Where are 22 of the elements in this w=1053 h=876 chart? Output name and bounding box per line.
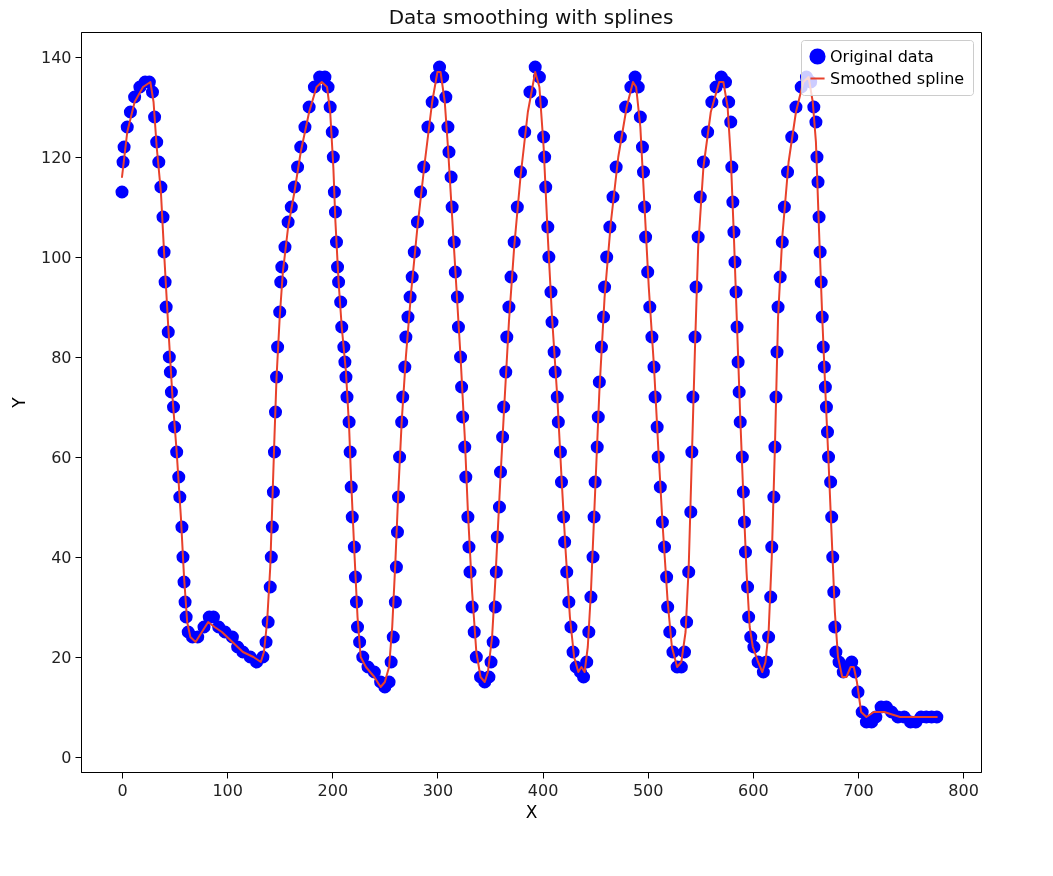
x-tick-label: 0: [117, 780, 128, 800]
legend-label: Smoothed spline: [830, 68, 965, 88]
y-axis-title: Y: [8, 396, 29, 409]
y-tick-label: 0: [61, 747, 72, 767]
x-tick-label: 500: [632, 780, 664, 800]
x-tick-label: 300: [422, 780, 454, 800]
y-tick-label: 120: [40, 147, 72, 167]
y-tick-label: 100: [40, 247, 72, 267]
legend-label: Original data: [830, 46, 934, 66]
x-tick-label: 100: [212, 780, 243, 800]
x-tick-label: 400: [527, 780, 559, 800]
x-tick-label: 200: [317, 780, 349, 800]
x-tick-label: 700: [843, 780, 874, 800]
y-tick-label: 20: [51, 647, 72, 667]
chart-title: Data smoothing with splines: [388, 5, 674, 29]
y-tick-label: 80: [51, 347, 72, 367]
y-tick-label: 60: [51, 447, 72, 467]
x-axis-title: X: [525, 801, 538, 822]
y-tick-label: 140: [40, 47, 72, 67]
y-tick-label: 40: [51, 547, 72, 567]
x-tick-label: 600: [738, 780, 769, 800]
x-tick-label: 800: [948, 780, 979, 800]
